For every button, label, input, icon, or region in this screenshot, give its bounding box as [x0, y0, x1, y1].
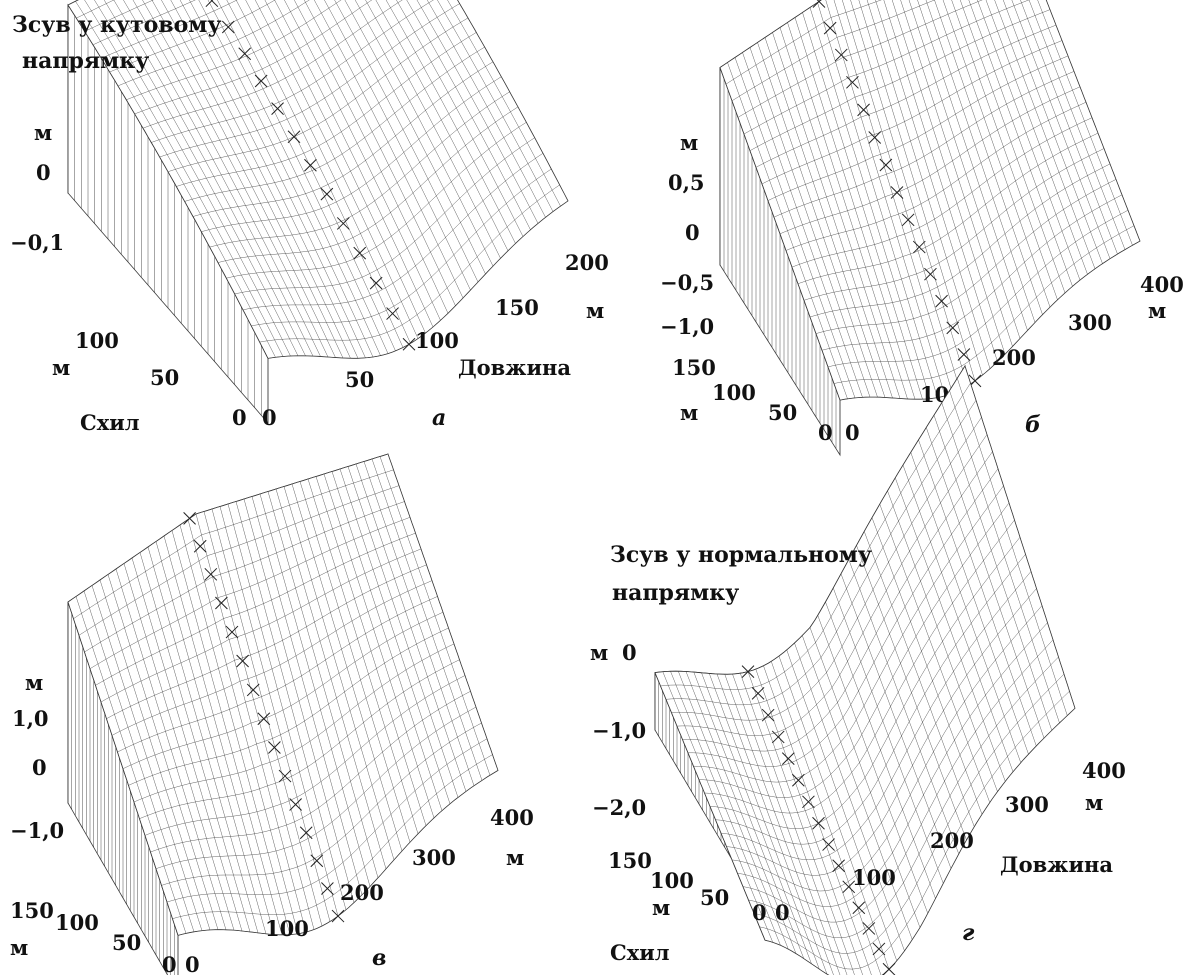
- panel-c-slope-unit: м: [10, 935, 28, 960]
- panel-c-z-tick: 0: [32, 755, 47, 780]
- panel-a-surface: [67, 0, 569, 425]
- panel-d-length-tick: 300: [1005, 792, 1049, 817]
- panel-d-letter: г: [962, 920, 975, 946]
- surface-mesh: [67, 453, 499, 936]
- surface-side-wall: [719, 67, 841, 457]
- panel-d-title-line1: Зсув у нормальному: [610, 542, 872, 568]
- panel-c-z-tick: −1,0: [10, 818, 64, 843]
- panel-a-slope-tick: 0: [232, 405, 247, 430]
- panel-b-slope-tick: 100: [712, 380, 756, 405]
- panel-a-slope-tick: 50: [150, 365, 179, 390]
- panel-b-slope-tick: 150: [672, 355, 716, 380]
- panel-b-z-tick: 0,5: [668, 170, 705, 195]
- panel-d-z-unit: м: [590, 640, 608, 665]
- panel-b-length-tick: 200: [992, 345, 1036, 370]
- panel-d-slope-tick: 100: [650, 868, 694, 893]
- panel-a-title-line2: напрямку: [22, 48, 149, 74]
- panel-d: Зсув у нормальному напрямку м 0 −1,0 −2,…: [590, 364, 1126, 975]
- surface-side-wall: [67, 601, 179, 975]
- panel-b-length-unit: м: [1148, 298, 1166, 323]
- panel-d-length-unit: м: [1085, 790, 1103, 815]
- panel-a-z-tick: 0: [36, 160, 51, 185]
- panel-d-length-tick: 400: [1082, 758, 1126, 783]
- panel-b-slope-unit: м: [680, 400, 698, 425]
- panel-c-z-unit: м: [25, 670, 43, 695]
- panel-b-length-tick: 0: [845, 420, 860, 445]
- panel-c-slope-tick: 50: [112, 930, 141, 955]
- surface-markers: [741, 665, 896, 975]
- panel-a-z-unit: м: [34, 120, 52, 145]
- panel-c-surface: [67, 453, 499, 975]
- panel-a-length-tick: 150: [495, 295, 539, 320]
- panel-a: Зсув у кутовому напрямку м 0 −0,1 0 50 1…: [10, 0, 609, 435]
- panel-c-length-tick: 300: [412, 845, 456, 870]
- panel-a-length-tick: 50: [345, 367, 374, 392]
- panel-b-slope-tick: 50: [768, 400, 797, 425]
- panel-c-slope-tick: 150: [10, 898, 54, 923]
- panel-a-slope-label: Схил: [80, 410, 140, 435]
- panel-c-length-tick: 100: [265, 916, 309, 941]
- panel-d-slope-tick: 50: [700, 885, 729, 910]
- surface-markers: [205, 0, 416, 351]
- panel-d-length-tick: 200: [930, 828, 974, 853]
- panel-c: м 1,0 0 −1,0 0 50 100 150 м 0 100 200 30…: [10, 453, 534, 975]
- panel-d-length-tick: 0: [775, 900, 790, 925]
- panel-d-length-label: Довжина: [1000, 852, 1113, 877]
- panel-a-z-tick: −0,1: [10, 230, 64, 255]
- panel-b-z-unit: м: [680, 130, 698, 155]
- panel-a-length-tick: 0: [262, 405, 277, 430]
- panel-c-length-tick: 400: [490, 805, 534, 830]
- panel-c-slope-tick: 0: [162, 952, 177, 975]
- panel-d-z-tick: −1,0: [592, 718, 646, 743]
- panel-d-surface: [654, 364, 1076, 975]
- panel-c-length-unit: м: [506, 845, 524, 870]
- panel-b-z-tick: −1,0: [660, 314, 714, 339]
- panel-a-length-tick: 100: [415, 328, 459, 353]
- panel-b-letter: б: [1025, 412, 1041, 438]
- panel-a-slope-unit: м: [52, 355, 70, 380]
- surface-markers: [183, 512, 345, 923]
- panel-a-length-unit: м: [586, 298, 604, 323]
- panel-d-slope-unit: м: [652, 895, 670, 920]
- panel-a-length-tick: 200: [565, 250, 609, 275]
- panel-d-slope-tick: 0: [752, 900, 767, 925]
- panel-c-z-tick: 1,0: [12, 706, 49, 731]
- panel-c-letter: в: [372, 945, 386, 971]
- panel-b-length-tick: 400: [1140, 272, 1184, 297]
- panel-d-z-tick: −2,0: [592, 795, 646, 820]
- panel-b: м 0,5 0 −0,5 −1,0 0 50 100 150 м 0 100 2…: [660, 0, 1184, 457]
- panel-d-z-tick: 0: [622, 640, 637, 665]
- panel-a-slope-tick: 100: [75, 328, 119, 353]
- panel-a-title-line1: Зсув у кутовому: [12, 12, 221, 38]
- panel-b-length-tick: 300: [1068, 310, 1112, 335]
- panel-d-length-tick: 100: [852, 865, 896, 890]
- panel-a-length-label: Довжина: [458, 355, 571, 380]
- surface-markers: [812, 0, 982, 388]
- panel-c-slope-tick: 100: [55, 910, 99, 935]
- panel-a-letter: а: [432, 405, 446, 431]
- panel-c-length-tick: 0: [185, 952, 200, 975]
- panel-d-slope-tick: 150: [608, 848, 652, 873]
- surface-mesh: [654, 365, 1076, 975]
- panel-b-z-tick: −0,5: [660, 270, 714, 295]
- surface-side-wall: [67, 3, 269, 425]
- panel-b-z-tick: 0: [685, 220, 700, 245]
- panel-b-slope-tick: 0: [818, 420, 833, 445]
- surface-mesh: [67, 0, 569, 359]
- panel-d-title-line2: напрямку: [612, 580, 739, 606]
- surface-mesh: [719, 0, 1141, 401]
- panel-d-slope-label: Схил: [610, 940, 670, 965]
- panel-b-surface: [719, 0, 1141, 457]
- panel-c-length-tick: 200: [340, 880, 384, 905]
